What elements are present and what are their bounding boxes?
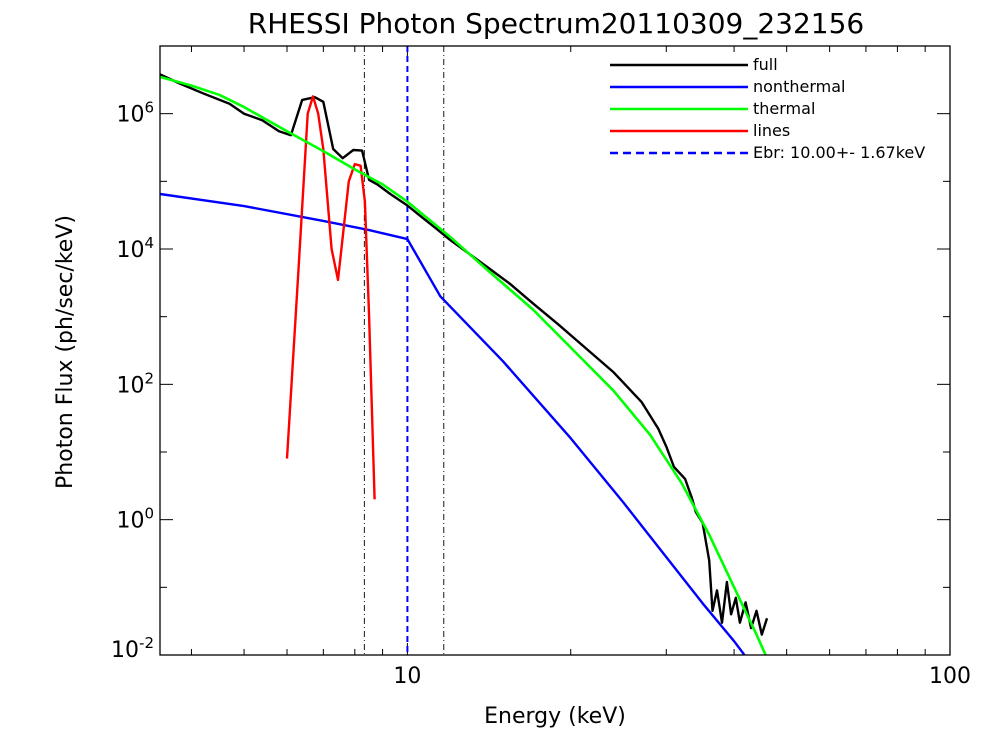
series-lines	[160, 46, 769, 655]
legend-label: thermal	[753, 99, 815, 118]
y-tick-labels: 10-2 100 102 104 106	[111, 99, 154, 663]
series-full	[160, 73, 769, 636]
chart-title: RHESSI Photon Spectrum20110309_232156	[248, 7, 865, 40]
legend-label: nonthermal	[753, 77, 845, 96]
y-tick-label: 104	[116, 234, 154, 263]
y-tick-label: 10-2	[111, 634, 154, 663]
series-lines	[285, 95, 376, 500]
axis-ticks	[160, 45, 951, 656]
y-tick-label: 102	[116, 369, 154, 398]
y-tick-label: 106	[116, 99, 154, 128]
x-tick-label: 10	[393, 664, 421, 689]
y-axis-label: Photon Flux (ph/sec/keV)	[53, 215, 78, 489]
chart-legend: full nonthermal thermal lines Ebr: 10.00+- 1…	[610, 55, 925, 162]
legend-label: full	[753, 55, 778, 74]
legend-label: lines	[753, 121, 790, 140]
legend-label: Ebr: 10.00+- 1.67keV	[753, 143, 925, 162]
x-tick-labels: 10 100	[393, 664, 971, 689]
series-thermal	[160, 75, 768, 655]
series-nonthermal	[160, 192, 746, 655]
x-axis-label: Energy (keV)	[484, 704, 626, 729]
x-tick-label: 100	[929, 664, 971, 689]
y-tick-label: 100	[116, 505, 154, 534]
plot-frame	[159, 45, 951, 656]
